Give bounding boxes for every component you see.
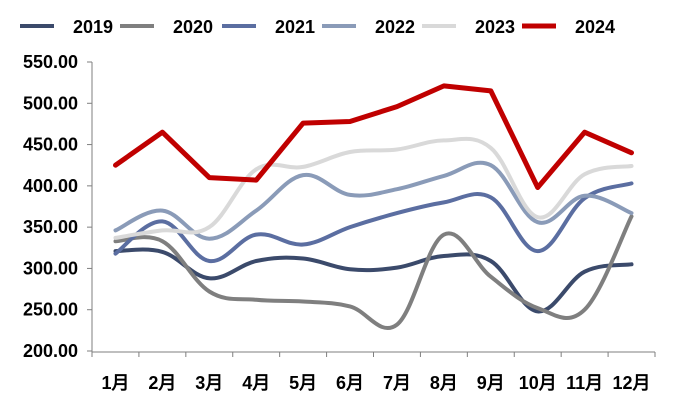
legend-label-2020: 2020 — [173, 17, 213, 37]
series-line-2024 — [113, 83, 634, 190]
x-tick-label: 12月 — [613, 373, 651, 393]
series-line-2021 — [113, 181, 634, 264]
x-tick-label: 8月 — [430, 373, 458, 393]
y-tick-label: 550.00 — [23, 52, 78, 72]
y-tick-label: 450.00 — [23, 135, 78, 155]
legend-label-2024: 2024 — [575, 17, 615, 37]
x-tick-label: 10月 — [519, 373, 557, 393]
x-tick-label: 7月 — [383, 373, 411, 393]
x-axis: 1月 2月 3月 4月 5月 6月 7月 8月 9月 10月 11月 12月 — [91, 351, 656, 393]
x-tick-label: 5月 — [289, 373, 317, 393]
x-tick-label: 9月 — [477, 373, 505, 393]
series-line-2019 — [113, 247, 634, 314]
y-tick-label: 350.00 — [23, 217, 78, 237]
series-line-2023 — [113, 136, 634, 240]
legend-label-2021: 2021 — [275, 17, 315, 37]
series-line-2020 — [113, 214, 634, 330]
legend-label-2019: 2019 — [73, 17, 113, 37]
series-lines — [113, 83, 634, 330]
x-tick-label: 2月 — [148, 373, 176, 393]
y-tick-label: 200.00 — [23, 341, 78, 361]
x-tick-label: 6月 — [336, 373, 364, 393]
x-tick-label: 4月 — [242, 373, 270, 393]
y-tick-label: 250.00 — [23, 300, 78, 320]
legend-label-2023: 2023 — [475, 17, 515, 37]
y-tick-label: 300.00 — [23, 258, 78, 278]
y-axis: 200.00 250.00 300.00 350.00 400.00 450.00 500.… — [23, 52, 93, 361]
x-tick-label: 1月 — [101, 373, 129, 393]
legend: 2019 2020 2021 2022 2023 2024 — [20, 17, 615, 37]
series-line-2022 — [113, 160, 634, 241]
x-tick-label: 11月 — [566, 373, 603, 393]
legend-label-2022: 2022 — [375, 17, 415, 37]
x-tick-label: 3月 — [195, 373, 223, 393]
y-tick-label: 400.00 — [23, 176, 78, 196]
y-tick-label: 500.00 — [23, 93, 78, 113]
